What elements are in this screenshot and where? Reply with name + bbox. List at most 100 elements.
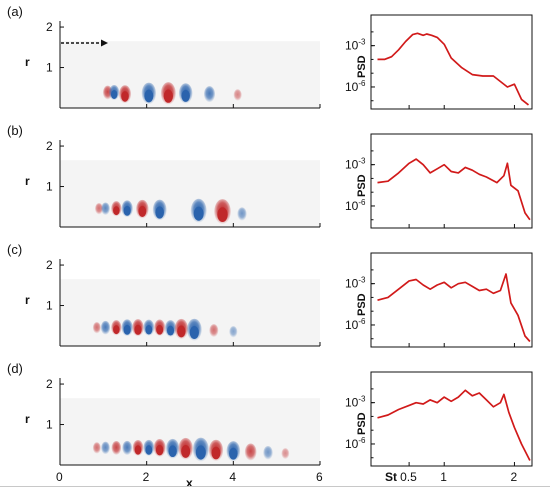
vortex-core bbox=[144, 89, 154, 103]
psd-y-axis-label: PSD bbox=[356, 55, 368, 78]
vortex-structure bbox=[237, 207, 247, 221]
r-tick-label: 1 bbox=[46, 299, 53, 313]
vortex-structure bbox=[92, 442, 101, 454]
vortex-structure bbox=[209, 324, 219, 338]
psd-y-tick-label: 10-3 bbox=[345, 38, 366, 53]
vortex-core bbox=[134, 324, 142, 335]
vortex-core bbox=[123, 324, 131, 335]
x-axis-label: x bbox=[186, 476, 193, 490]
x-tick-label: 6 bbox=[316, 470, 323, 484]
domain-region bbox=[60, 160, 320, 227]
vortex-structure bbox=[92, 322, 101, 334]
psd-y-tick-label: 10-6 bbox=[345, 317, 366, 332]
vortex-core bbox=[155, 206, 164, 219]
panel-label: (b) bbox=[7, 123, 23, 138]
vortex-core bbox=[211, 446, 221, 460]
vortex-core bbox=[123, 205, 131, 216]
vortex-core bbox=[168, 445, 177, 458]
psd-frame bbox=[370, 133, 533, 229]
r-tick-label: 1 bbox=[46, 180, 53, 194]
r-axis-label: r bbox=[25, 293, 30, 307]
vortex-core bbox=[145, 445, 153, 455]
x-tick-label: 0 bbox=[56, 470, 63, 484]
vortex-structure bbox=[101, 441, 110, 455]
r-axis-label: r bbox=[25, 412, 30, 426]
psd-y-tick-label: 10-6 bbox=[345, 436, 366, 451]
vortex-structure bbox=[233, 89, 242, 101]
flow-arrow-head bbox=[101, 39, 108, 47]
panel-label: (a) bbox=[7, 4, 23, 19]
r-tick-label: 1 bbox=[46, 61, 53, 75]
psd-y-tick-label: 10-6 bbox=[345, 198, 366, 213]
psd-y-tick-label: 10-3 bbox=[345, 276, 366, 291]
vortex-core bbox=[181, 89, 190, 102]
r-tick-label: 2 bbox=[46, 258, 53, 272]
psd-x-axis-label: St bbox=[385, 470, 397, 484]
r-axis-label: r bbox=[25, 174, 30, 188]
vortex-structure bbox=[281, 448, 290, 460]
psd-curve bbox=[377, 158, 531, 221]
contour-plot: 1 2 r 0 2 4 6 x bbox=[25, 377, 323, 490]
psd-x-tick-label: 2 bbox=[510, 470, 517, 484]
vortex-core bbox=[217, 207, 228, 223]
vortex-core bbox=[195, 445, 206, 460]
vortex-core bbox=[121, 91, 129, 102]
vortex-structure bbox=[101, 202, 110, 216]
r-tick-label: 2 bbox=[46, 377, 53, 391]
psd-x-tick-label: 1 bbox=[440, 470, 447, 484]
bottom-rule bbox=[0, 486, 550, 487]
psd-y-tick-label: 10-6 bbox=[345, 79, 366, 94]
psd-x-tick-label: 0.5 bbox=[400, 470, 417, 484]
vortex-core bbox=[166, 325, 175, 336]
contour-plot: 1 2 r bbox=[25, 139, 321, 228]
vortex-structure bbox=[263, 445, 273, 460]
psd-curve bbox=[377, 273, 531, 343]
vortex-core bbox=[156, 324, 164, 335]
vortex-structure bbox=[229, 326, 238, 338]
psd-frame bbox=[370, 14, 533, 110]
contour-plot: 1 2 r bbox=[25, 258, 321, 347]
vortex-core bbox=[155, 444, 164, 456]
vortex-core bbox=[145, 324, 153, 335]
vortex-core bbox=[163, 89, 173, 103]
r-tick-label: 2 bbox=[46, 20, 53, 34]
vortex-core bbox=[189, 325, 199, 340]
panel-label: (d) bbox=[7, 361, 23, 376]
psd-frame bbox=[370, 371, 533, 467]
vortex-structure bbox=[203, 86, 216, 103]
x-tick-label: 2 bbox=[143, 470, 150, 484]
vortex-core bbox=[138, 205, 147, 217]
vortex-core bbox=[110, 89, 118, 99]
vortex-core bbox=[113, 325, 120, 335]
r-tick-label: 2 bbox=[46, 139, 53, 153]
psd-y-axis-label: PSD bbox=[356, 412, 368, 435]
vortex-structure bbox=[122, 440, 133, 456]
psd-frame bbox=[370, 252, 533, 348]
psd-y-axis-label: PSD bbox=[356, 293, 368, 316]
psd-y-axis-label: PSD bbox=[356, 174, 368, 197]
vortex-core bbox=[134, 445, 142, 455]
psd-y-tick-label: 10-3 bbox=[345, 157, 366, 172]
vortex-structure bbox=[244, 443, 257, 461]
vortex-core bbox=[229, 447, 238, 460]
r-tick-label: 1 bbox=[46, 418, 53, 432]
panel-label: (c) bbox=[7, 242, 22, 257]
vortex-structure bbox=[100, 320, 111, 335]
psd-curve bbox=[377, 389, 531, 461]
contour-plot: 1 2 r bbox=[25, 20, 321, 109]
vortex-core bbox=[181, 445, 191, 458]
r-axis-label: r bbox=[25, 55, 30, 69]
vortex-structure bbox=[94, 203, 104, 215]
vortex-core bbox=[177, 325, 186, 338]
vortex-core bbox=[113, 206, 120, 216]
vortex-structure bbox=[111, 440, 122, 456]
